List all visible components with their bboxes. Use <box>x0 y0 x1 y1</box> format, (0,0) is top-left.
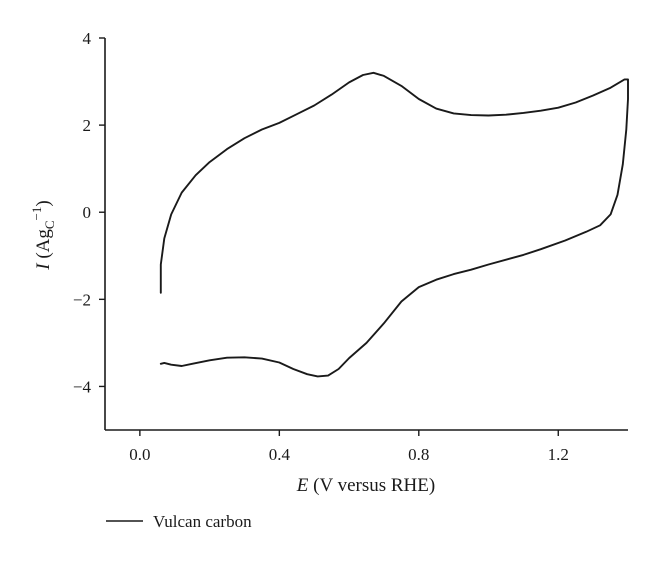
series-line-vulcan-carbon <box>159 71 629 378</box>
y-axis-unit-sub: C <box>42 220 57 229</box>
legend: Vulcan carbon <box>106 512 252 531</box>
y-tick-label: 4 <box>83 29 92 48</box>
y-axis-unit-close: ) <box>33 200 54 206</box>
x-tick-label: 0.8 <box>408 445 429 464</box>
y-axis-label: I (AgC−1) <box>29 200 57 270</box>
y-tick-label: −4 <box>73 377 92 396</box>
axes <box>104 38 628 431</box>
plot-series <box>159 71 629 378</box>
y-axis-unit-open: (Ag <box>33 229 54 264</box>
x-tick-label: 0.0 <box>129 445 150 464</box>
y-axis-symbol: I <box>33 262 54 271</box>
ticks: 0.0 0.4 0.8 1.2 −4 −2 0 2 4 <box>73 29 569 464</box>
x-tick-label: 1.2 <box>548 445 569 464</box>
y-tick-label: −2 <box>73 290 91 309</box>
legend-label: Vulcan carbon <box>153 512 252 531</box>
x-axis-unit: (V versus RHE) <box>308 475 435 496</box>
y-axis-unit-sup: −1 <box>29 207 44 221</box>
x-axis-symbol: E <box>296 475 309 496</box>
y-tick-label: 0 <box>83 203 92 222</box>
x-tick-label: 0.4 <box>269 445 291 464</box>
y-tick-label: 2 <box>83 116 92 135</box>
x-axis-label: E (V versus RHE) <box>296 475 435 496</box>
